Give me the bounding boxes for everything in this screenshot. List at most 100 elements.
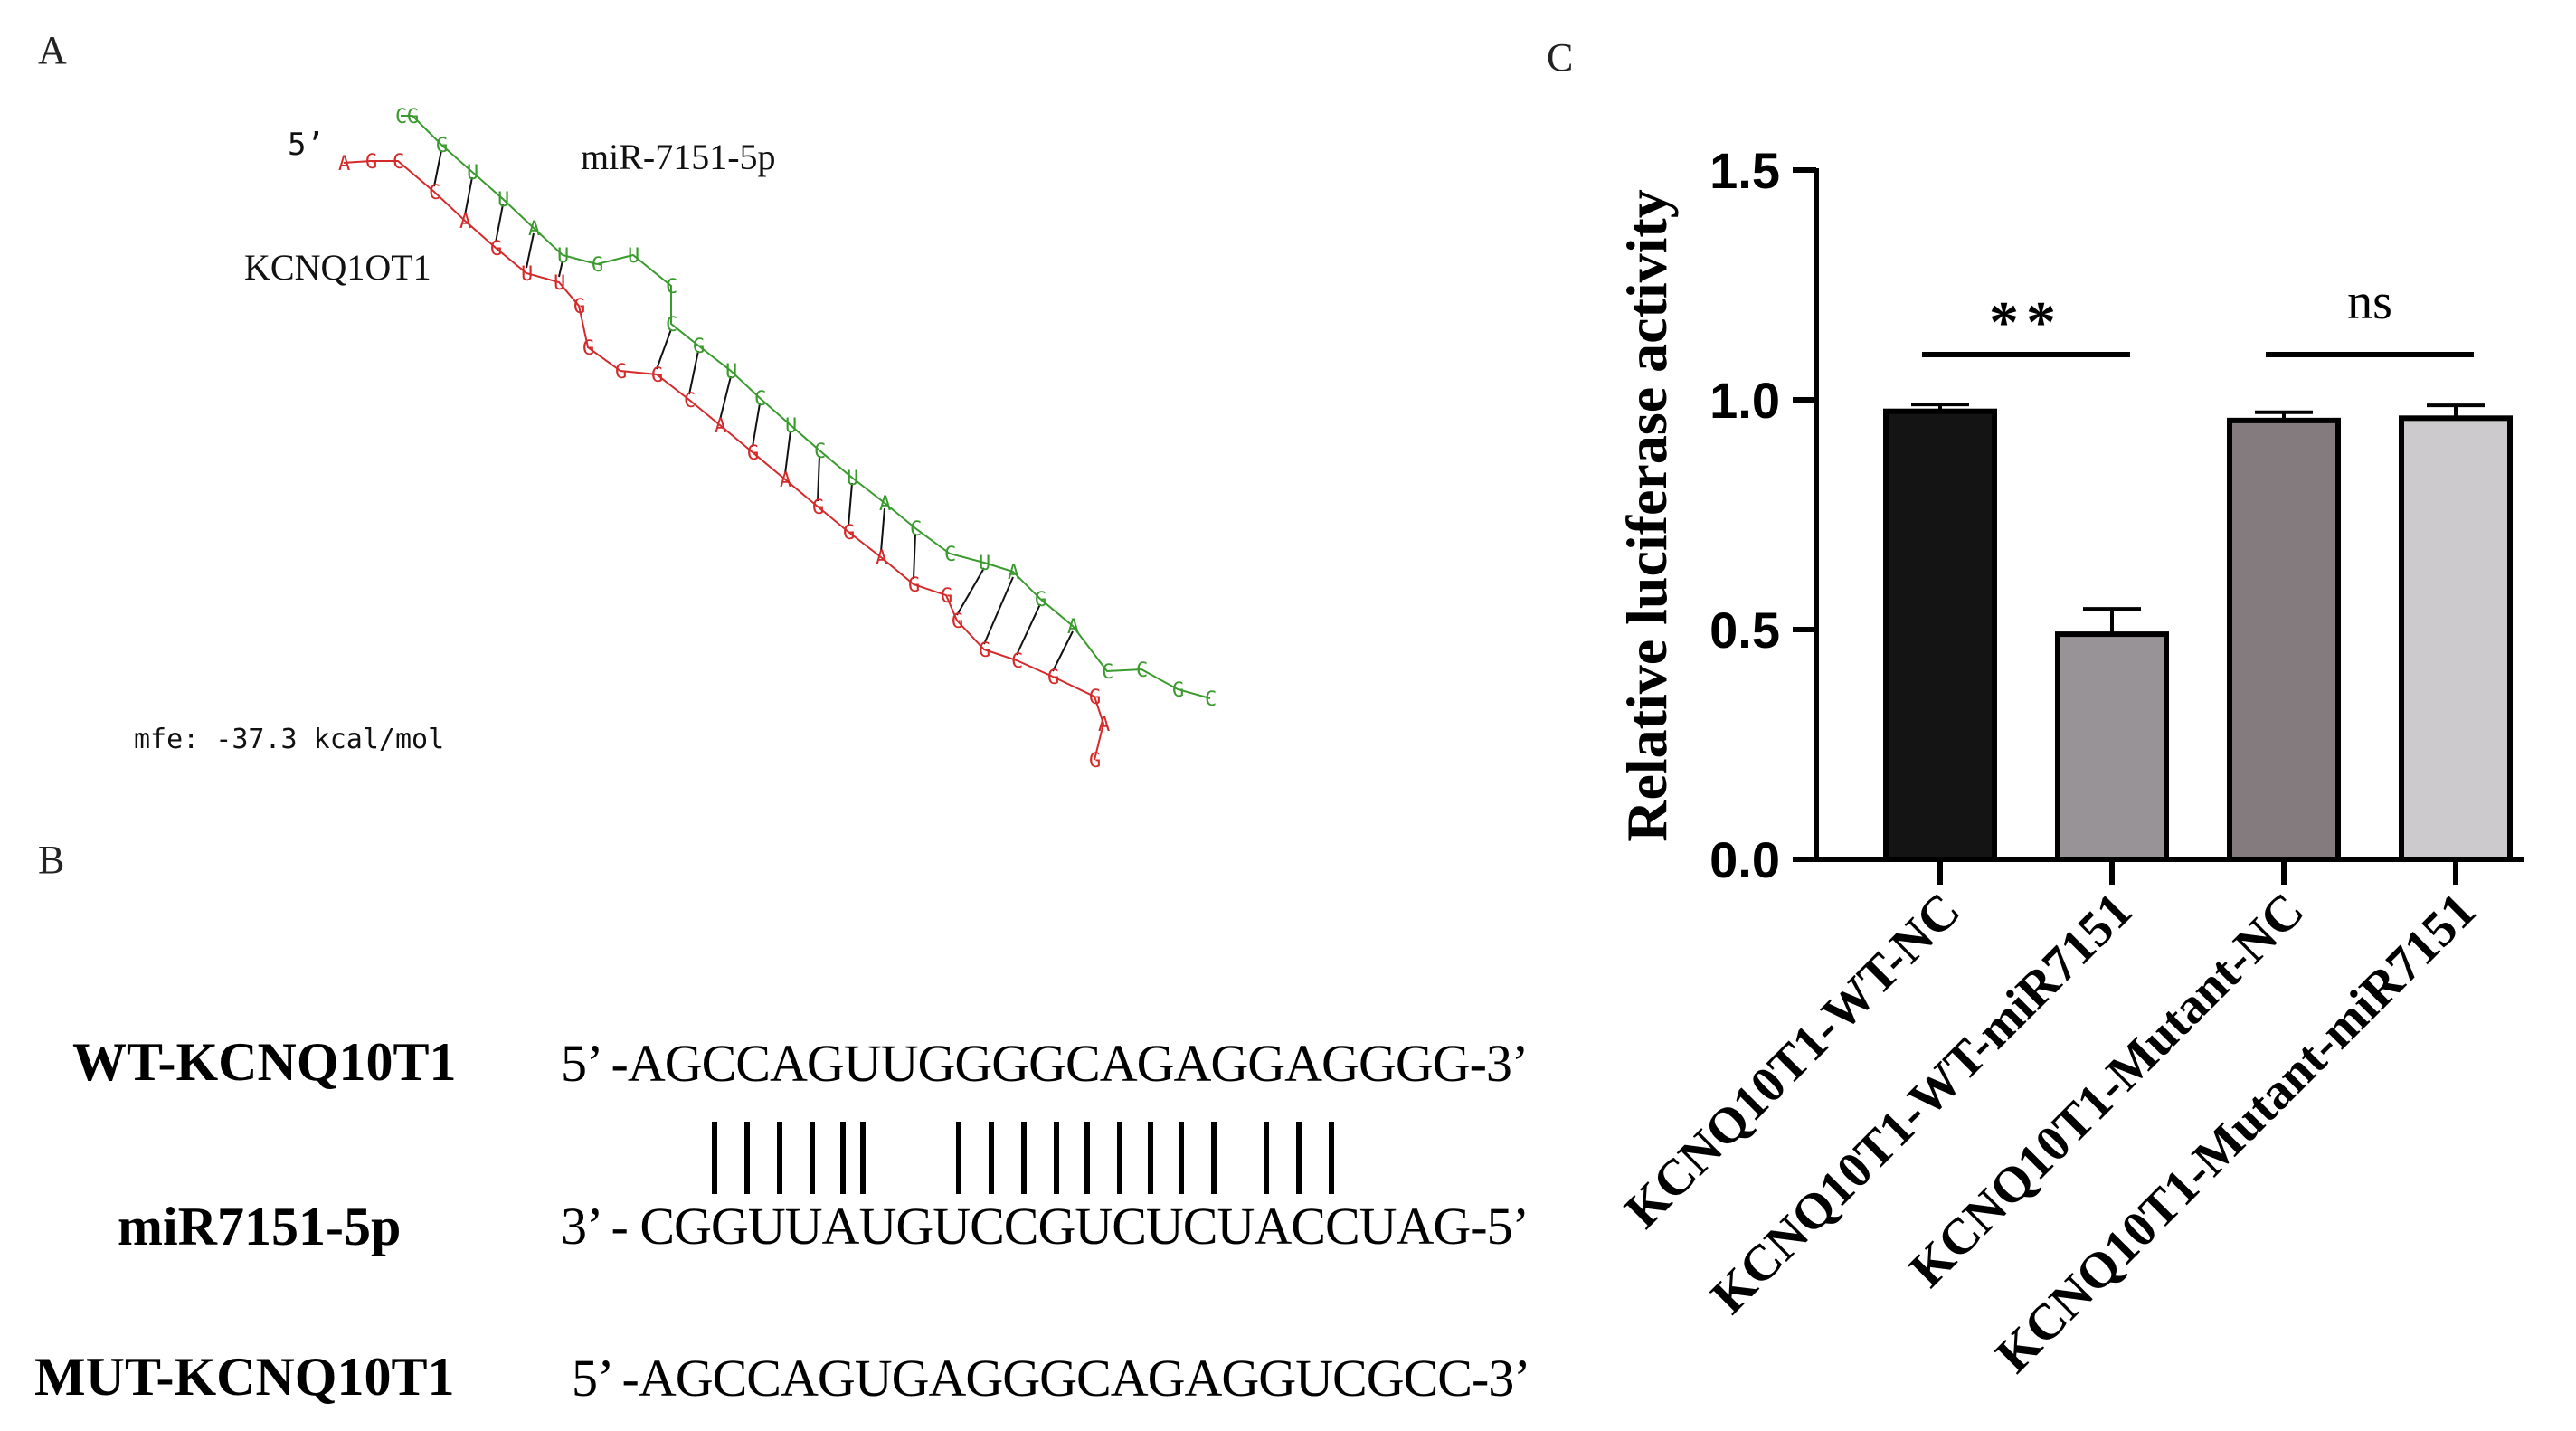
- wt-label: WT-KCNQ10T1: [72, 1032, 457, 1092]
- lncrna-nucleotide: G: [1089, 687, 1101, 709]
- pairing-bars: [712, 1122, 1334, 1194]
- mirna-strand: [401, 115, 1211, 699]
- base-pair-line: [848, 482, 853, 527]
- mut-sequence: 5’ -AGCCAGUGAGGGCAGAGGUCGCC-3’: [572, 1349, 1531, 1407]
- mirna-nucleotide: C: [666, 276, 677, 299]
- base-pair-line: [464, 176, 473, 216]
- base-pair-line: [880, 507, 886, 553]
- lncrna-nucleotide: C: [393, 151, 404, 174]
- mirna-nucleotide: U: [467, 162, 478, 185]
- lncrna-nucleotide: G: [573, 296, 585, 318]
- base-pair-line: [1052, 630, 1074, 672]
- mirna-nucleotide: C: [1136, 659, 1148, 682]
- lncrna-nucleotide: G: [952, 611, 963, 633]
- lncrna-nucleotide: G: [490, 238, 502, 261]
- mirna-nucleotide: A: [528, 218, 540, 241]
- mirna-nucleotide: U: [497, 189, 509, 212]
- mirna-nucleotide: A: [1008, 562, 1019, 584]
- mirna-nucleotide: U: [628, 245, 639, 268]
- mirna-nucleotide: A: [879, 493, 891, 516]
- significance-label: ns: [2347, 274, 2392, 330]
- mirna-nucleotide: C: [910, 518, 922, 541]
- significance-label: **: [1989, 289, 2063, 355]
- lncrna-label: KCNQ1OT1: [244, 247, 431, 288]
- bar: [2055, 631, 2169, 863]
- mfe-value: mfe: -37.3 kcal/mol: [134, 724, 445, 755]
- base-pair-line: [956, 567, 985, 616]
- y-tick-label: 1.5: [1709, 142, 1780, 199]
- mirna-nucleotide: C: [1205, 688, 1217, 711]
- mirna-nucleotide: G: [436, 135, 448, 157]
- mirna-nucleotide: C: [395, 106, 407, 128]
- lncrna-strand: [343, 160, 1105, 761]
- base-pair-line: [752, 403, 761, 448]
- mirna-nucleotide: C: [666, 314, 677, 336]
- base-pair-line: [1016, 603, 1041, 656]
- bar: [2399, 415, 2513, 862]
- lncrna-nucleotide: U: [521, 263, 533, 286]
- base-pair-line: [526, 232, 535, 269]
- base-pair-line: [983, 576, 1014, 645]
- mirna-nucleotide: U: [979, 553, 990, 575]
- mirna-nucleotide: U: [725, 361, 737, 384]
- mirna-nucleotide: G: [592, 254, 603, 277]
- base-pair-line: [495, 204, 504, 243]
- lncrna-nucleotide: G: [615, 361, 627, 384]
- lncrna-nucleotide: A: [459, 211, 471, 233]
- mirna-nucleotide: G: [407, 106, 419, 128]
- wt-sequence: 5’ -AGCCAGUUGGGGCAGAGGAGGGG-3’: [561, 1034, 1529, 1093]
- lncrna-nucleotide: G: [908, 574, 920, 597]
- five-prime-marker: 5’: [288, 127, 325, 163]
- panel-label-a: A: [38, 28, 67, 72]
- lncrna-nucleotide: A: [780, 469, 791, 492]
- y-tick-label: 0.5: [1709, 602, 1780, 659]
- lncrna-nucleotide: G: [365, 151, 377, 174]
- mirna-nucleotide: C: [754, 388, 766, 411]
- mirna-nucleotide: U: [785, 415, 797, 438]
- lncrna-nucleotide: A: [1098, 714, 1110, 736]
- lncrna-nucleotide: A: [338, 153, 350, 175]
- mirna-label: miR-7151-5p: [581, 137, 776, 177]
- lncrna-nucleotide: G: [979, 640, 990, 662]
- base-pair-line: [558, 260, 564, 278]
- mirna-nucleotide: C: [1102, 661, 1113, 684]
- lncrna-nucleotide: G: [1089, 750, 1101, 772]
- panel-label-b: B: [38, 838, 65, 882]
- lncrna-nucleotide: C: [684, 390, 696, 412]
- lncrna-nucleotide: G: [1047, 667, 1059, 689]
- lncrna-nucleotide: C: [1011, 650, 1023, 673]
- lncrna-nucleotide: G: [843, 522, 855, 545]
- bar: [2227, 417, 2341, 862]
- base-pair-line: [433, 149, 442, 187]
- lncrna-nucleotide: U: [554, 272, 565, 295]
- bar: [1883, 408, 1997, 862]
- x-category-label: KCNQ10T1-WT-NC: [1615, 882, 1971, 1238]
- lncrna-nucleotide: A: [876, 547, 887, 570]
- mirna-label-b: miR7151-5p: [118, 1197, 402, 1256]
- lncrna-nucleotide: G: [582, 337, 594, 360]
- base-pair-line: [688, 350, 699, 395]
- mirna-nucleotide: U: [557, 245, 569, 268]
- base-pair-line: [656, 328, 672, 370]
- base-pair-line: [817, 455, 820, 502]
- mirna-nucleotide: C: [814, 441, 826, 463]
- mirna-nucleotide: G: [693, 336, 705, 358]
- lncrna-nucleotide: G: [651, 365, 663, 387]
- base-pair-line: [719, 375, 732, 421]
- lncrna-nucleotide: C: [429, 182, 440, 204]
- y-tick-label: 1.0: [1709, 372, 1780, 429]
- mirna-nucleotide: U: [847, 468, 858, 490]
- mirna-nucleotide: G: [1172, 679, 1184, 702]
- lncrna-nucleotide: G: [812, 497, 824, 519]
- lncrna-nucleotide: G: [747, 442, 759, 465]
- y-tick-label: 0.0: [1709, 831, 1780, 888]
- panel-label-c: C: [1547, 35, 1574, 80]
- base-pair-line: [784, 430, 791, 475]
- mirna-nucleotide: C: [944, 544, 956, 566]
- lncrna-nucleotide: G: [941, 585, 952, 608]
- y-axis-label: Relative luciferase activity: [1615, 189, 1679, 842]
- lncrna-nucleotide: A: [715, 415, 726, 438]
- mirna-nucleotide: G: [1035, 589, 1046, 611]
